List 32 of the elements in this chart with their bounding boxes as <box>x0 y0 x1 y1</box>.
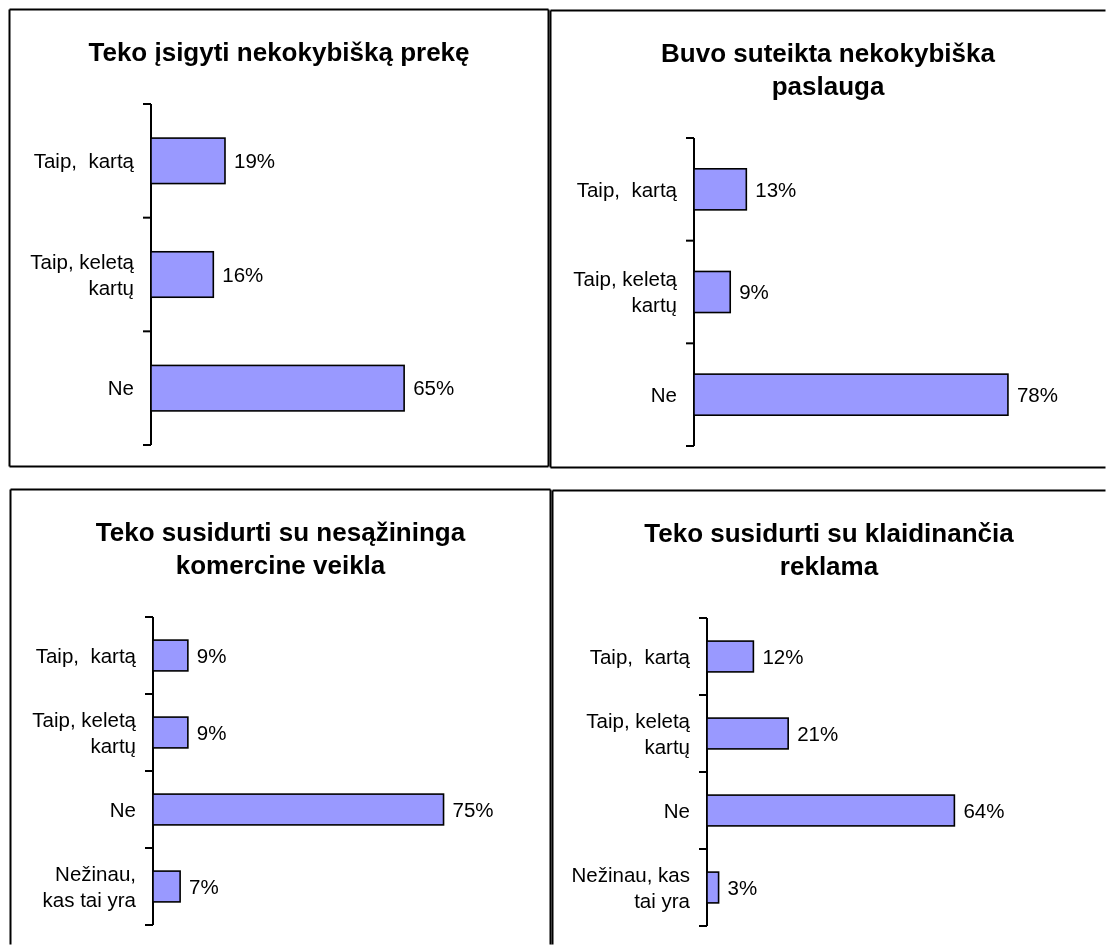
y-tick-label: Taip, keletą kartų <box>32 707 137 757</box>
data-label: 7% <box>189 874 219 898</box>
y-tick-label: Taip, kartą <box>576 177 678 201</box>
y-tick-label: Taip, kartą <box>589 644 691 668</box>
y-tick-label: Taip, keletą kartų <box>30 249 135 299</box>
y-tick-label: Ne <box>109 797 136 821</box>
y-tick-label: Ne <box>650 382 677 406</box>
chart-title: Teko susidurti su nesąžininga komercine veikla <box>95 517 466 580</box>
data-label: 9% <box>196 643 227 667</box>
data-label: 12% <box>762 644 804 668</box>
chart-title: Buvo suteikta nekokybiška paslauga <box>661 38 996 101</box>
data-label: 78% <box>1016 382 1058 406</box>
data-label: 21% <box>797 721 839 745</box>
data-label: 16% <box>222 262 264 286</box>
y-tick-label: Nežinau, kas tai yra <box>42 861 137 911</box>
data-label: 64% <box>963 798 1005 822</box>
data-label: 19% <box>233 149 276 173</box>
y-tick-label: Taip, keletą kartų <box>586 708 691 758</box>
chart-title: Teko susidurti su klaidinančia reklama <box>644 518 1015 581</box>
data-label: 65% <box>413 376 455 400</box>
y-tick-label: Nežinau, kas tai yra <box>571 862 691 912</box>
chart-title: Teko įsigyti nekokybišką prekę <box>88 37 470 67</box>
y-tick-label: Taip, keletą kartų <box>573 267 678 317</box>
data-label: 75% <box>452 797 494 821</box>
y-tick-label: Taip, kartą <box>35 643 137 667</box>
data-label: 13% <box>755 177 797 201</box>
y-tick-label: Taip, kartą <box>33 149 135 173</box>
y-tick-label: Ne <box>663 798 690 822</box>
y-tick-label: Ne <box>107 376 134 400</box>
data-label: 9% <box>739 280 769 304</box>
data-label: 9% <box>196 720 227 744</box>
data-label: 3% <box>727 875 758 899</box>
